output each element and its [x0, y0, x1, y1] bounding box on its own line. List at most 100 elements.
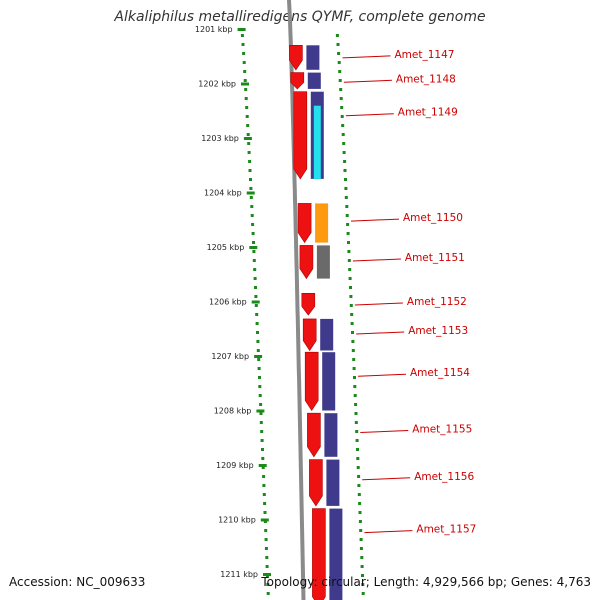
scale-dot-left [243, 70, 247, 73]
scale-dot-left [261, 466, 265, 469]
scale-dot-right [349, 286, 352, 289]
leader-line-Amet_1148 [343, 79, 392, 83]
gene-label-Amet_1147: Amet_1147 [395, 49, 455, 61]
genome-title: Alkaliphilus metalliredigens QYMF, compl… [114, 9, 486, 25]
scale-dot-left [254, 304, 258, 307]
major-tick [260, 518, 269, 522]
scale-dot-right [343, 160, 347, 163]
scale-dot-right [339, 97, 343, 100]
tick-label: 1211 kbp [220, 570, 258, 579]
tick-label: 1204 kbp [204, 189, 242, 198]
gene-label-Amet_1156: Amet_1156 [414, 471, 474, 483]
tick-label: 1203 kbp [201, 134, 239, 143]
scale-dot-right [342, 142, 346, 145]
major-tick [258, 464, 267, 467]
scale-dot-right [353, 385, 357, 388]
gene-label-Amet_1154: Amet_1154 [410, 367, 470, 379]
scale-dot-left [262, 475, 266, 478]
leader-line-Amet_1151 [352, 258, 401, 262]
scale-dot-left [254, 286, 257, 289]
scale-dot-right [342, 151, 346, 154]
cds-arrow-Amet_1155 [307, 412, 321, 458]
scale-dot-left [241, 43, 245, 46]
scale-dot-left [246, 124, 250, 127]
feature-bar-Amet_1153 [320, 318, 334, 351]
scale-dot-left [261, 448, 264, 451]
scale-dot-left [253, 268, 257, 271]
feature-bar-Amet_1155 [324, 413, 338, 457]
scale-dot-right [341, 124, 345, 127]
scale-dot-right [352, 367, 356, 370]
scale-dot-left [244, 97, 248, 100]
scale-dot-right [340, 106, 344, 109]
cds-arrow-Amet_1147 [289, 44, 303, 71]
scale-dot-left [246, 133, 250, 136]
scale-dot-left [266, 583, 270, 586]
scale-dot-right [338, 70, 342, 73]
scale-dot-right [356, 466, 360, 469]
scale-dot-right [358, 511, 362, 514]
scale-dot-left [265, 565, 269, 568]
scale-dot-right [346, 223, 350, 226]
feature-bar-Amet_1148 [307, 72, 321, 89]
scale-dot-right [335, 34, 339, 37]
scale-dot-right [350, 322, 354, 325]
scale-dot-right [355, 439, 359, 442]
scale-dot-right [361, 592, 365, 595]
scale-dot-left [250, 205, 254, 208]
feature-bar-Amet_1151 [316, 245, 330, 279]
scale-dot-right [349, 295, 353, 298]
scale-dot-right [359, 529, 363, 532]
scale-dot-left [248, 169, 252, 172]
major-tick [246, 191, 255, 195]
scale-dot-right [357, 493, 361, 496]
scale-dot-right [361, 574, 364, 577]
scale-dot-right [357, 475, 361, 478]
cds-arrow-Amet_1154 [304, 351, 319, 412]
scale-dot-left [252, 250, 256, 253]
leader-line-Amet_1150 [350, 218, 400, 222]
scale-dot-left [257, 367, 261, 370]
scale-dot-right [341, 133, 345, 136]
major-tick [243, 137, 252, 140]
scale-dot-right [349, 304, 353, 307]
scale-dot-right [351, 349, 355, 352]
scale-dot-right [347, 250, 351, 253]
scale-dot-right [358, 502, 362, 505]
feature-bar-Amet_1150 [315, 203, 329, 243]
feature-bar-Amet_1154 [322, 352, 336, 411]
scale-dot-left [260, 430, 264, 433]
scale-dot-right [360, 556, 364, 559]
scale-dot-right [352, 358, 356, 361]
scale-dot-left [259, 421, 263, 424]
scale-dot-left [251, 223, 255, 226]
scale-dot-right [356, 457, 360, 460]
overlay-bar-Amet_1149 [313, 105, 321, 179]
scale-dot-right [355, 430, 359, 433]
scale-dot-right [348, 268, 352, 271]
scale-dot-right [351, 331, 354, 334]
scale-dot-left [256, 340, 260, 343]
scale-dot-right [337, 52, 341, 55]
scale-dot-left [253, 277, 257, 280]
tick-label: 1208 kbp [214, 407, 252, 416]
scale-dot-left [263, 502, 267, 505]
scale-dot-left [249, 187, 253, 190]
cds-arrow-Amet_1153 [302, 318, 317, 352]
scale-dot-left [258, 394, 262, 397]
scale-dot-right [347, 241, 350, 244]
scale-dot-right [339, 88, 343, 91]
major-tick [251, 300, 260, 304]
scale-dot-left [264, 547, 268, 550]
leader-line-Amet_1154 [357, 373, 407, 377]
scale-dot-left [263, 511, 267, 514]
cds-arrow-Amet_1151 [299, 245, 314, 280]
scale-dot-left [240, 34, 244, 37]
scale-dot-left [247, 151, 251, 154]
scale-dot-left [248, 160, 252, 163]
scale-dot-right [346, 232, 350, 235]
gene-label-Amet_1149: Amet_1149 [398, 107, 458, 119]
leader-line-Amet_1149 [345, 113, 394, 117]
leader-line-Amet_1152 [354, 302, 403, 306]
